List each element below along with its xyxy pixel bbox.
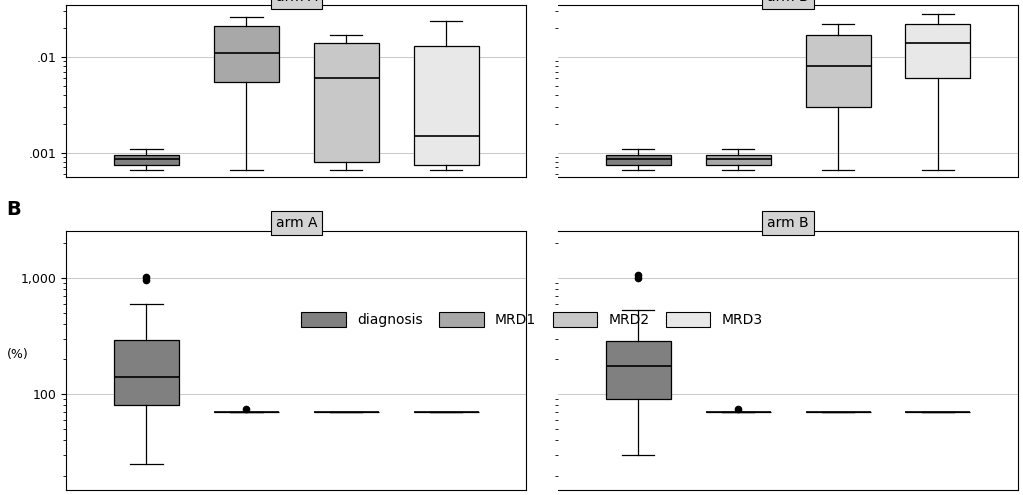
PathPatch shape <box>214 26 279 82</box>
PathPatch shape <box>706 155 770 164</box>
Text: B: B <box>7 200 21 219</box>
PathPatch shape <box>114 155 179 164</box>
PathPatch shape <box>413 46 479 164</box>
PathPatch shape <box>314 43 379 162</box>
Title: arm A: arm A <box>275 216 317 230</box>
PathPatch shape <box>606 155 671 164</box>
Title: arm B: arm B <box>767 0 809 4</box>
PathPatch shape <box>905 24 971 78</box>
Y-axis label: (%): (%) <box>7 347 29 361</box>
Title: arm A: arm A <box>275 0 317 4</box>
PathPatch shape <box>114 340 179 405</box>
Legend: diagnosis, MRD1, MRD2, MRD3: diagnosis, MRD1, MRD2, MRD3 <box>296 306 768 333</box>
PathPatch shape <box>805 35 871 107</box>
PathPatch shape <box>606 341 671 399</box>
Title: arm B: arm B <box>767 216 809 230</box>
